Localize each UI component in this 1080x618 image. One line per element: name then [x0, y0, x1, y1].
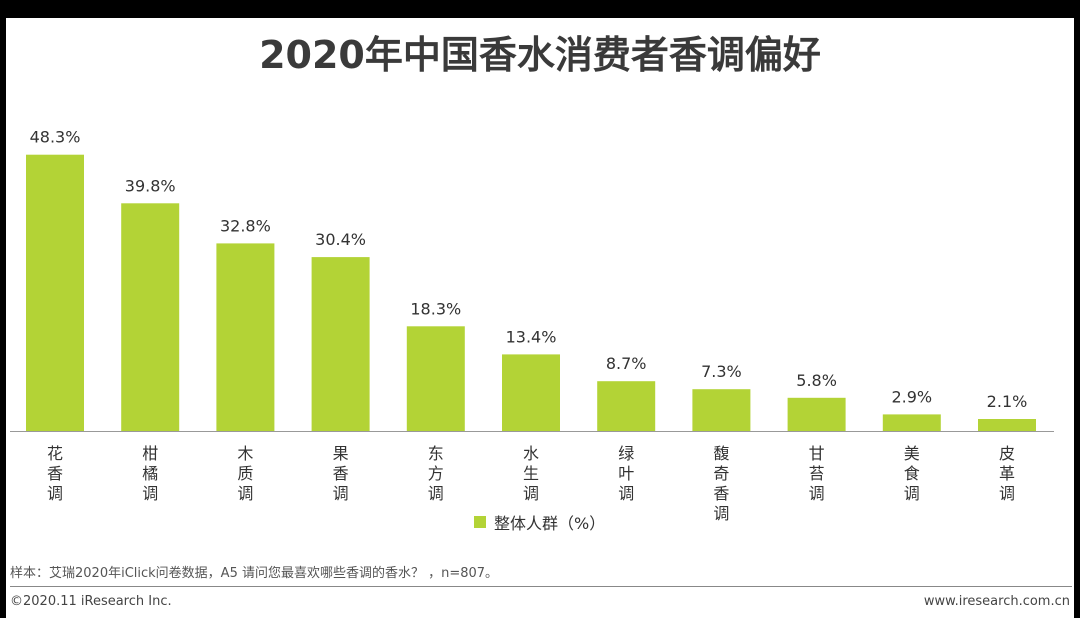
x-tick-label-9: 甘苔调: [809, 444, 825, 503]
chart-legend: 整体人群（%）: [474, 512, 606, 533]
bar-5: [406, 326, 465, 431]
data-label-3: 32.8%: [220, 216, 271, 235]
chart-title: 2020年中国香水消费者香调偏好: [259, 33, 821, 77]
bar-6: [502, 354, 560, 431]
bar-2: [121, 203, 180, 431]
data-label-2: 39.8%: [125, 176, 176, 195]
x-tick-label-2: 柑橘调: [142, 444, 158, 503]
x-tick-label-8: 馥奇香调: [713, 444, 729, 523]
bar-9: [787, 397, 846, 431]
x-tick-label-1: 花香调: [47, 444, 63, 503]
x-tick-label-10: 美食调: [904, 444, 920, 503]
bar-11: [978, 419, 1036, 431]
legend-swatch: [474, 516, 486, 528]
copyright-text: ©2020.11 iResearch Inc.: [10, 594, 172, 609]
data-label-4: 30.4%: [315, 230, 366, 249]
x-tick-label-3: 木质调: [237, 444, 253, 503]
footer-divider: [10, 586, 1072, 587]
bar-4: [311, 257, 370, 431]
bar-chart: 48.3% 花香调 39.8% 柑橘调 32.8% 木质调 30.4% 果香调 18.3% 东方调…: [10, 128, 1054, 523]
x-tick-label-5: 东方调: [428, 444, 444, 503]
data-label-6: 13.4%: [506, 327, 557, 346]
data-label-5: 18.3%: [410, 299, 461, 318]
website-link[interactable]: www.iresearch.com.cn: [923, 594, 1070, 609]
x-tick-label-7: 绿叶调: [618, 444, 634, 503]
data-label-10: 2.9%: [891, 387, 932, 406]
x-tick-label-11: 皮革调: [999, 444, 1015, 503]
bar-3: [216, 243, 275, 431]
bar-8: [692, 389, 751, 431]
chart-panel: 2020年中国香水消费者香调偏好 48.3% 花香调 39.8% 柑橘调 32.8% 木质…: [6, 18, 1074, 618]
data-label-7: 8.7%: [606, 354, 647, 373]
bar-7: [597, 381, 656, 431]
data-label-8: 7.3%: [701, 362, 742, 381]
data-label-1: 48.3%: [30, 128, 81, 147]
x-tick-label-6: 水生调: [523, 444, 539, 503]
bar-10: [882, 414, 941, 431]
source-note: 样本：艾瑞2020年iClick问卷数据，A5 请问您最喜欢哪些香调的香水？ ，…: [10, 566, 499, 581]
data-label-9: 5.8%: [796, 371, 837, 390]
x-tick-label-4: 果香调: [333, 444, 349, 503]
bar-1: [26, 154, 84, 431]
legend-label: 整体人群（%）: [494, 514, 606, 533]
data-label-11: 2.1%: [987, 392, 1028, 411]
